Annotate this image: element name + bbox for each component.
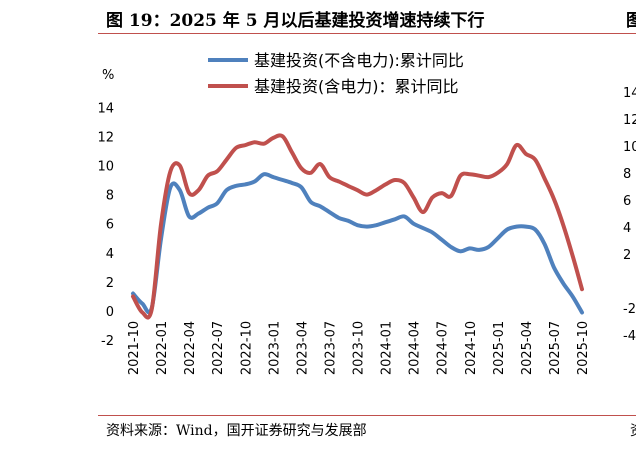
x-tick-label: 2024-01 <box>380 321 395 375</box>
legend-label-2: 基建投资(含电力)：累计同比 <box>254 77 459 96</box>
x-tick-label: 2025-07 <box>548 321 563 375</box>
right-panel-tick-label: 4 <box>623 221 631 236</box>
x-tick-label: 2025-01 <box>492 321 507 375</box>
figure-title: 图 19：2025 年 5 月以后基建投资增速持续下行 <box>106 11 485 31</box>
x-tick-label: 2021-10 <box>127 321 142 375</box>
series-line-1 <box>131 172 584 315</box>
legend-label-1: 基建投资(不含电力):累计同比 <box>254 51 464 70</box>
y-tick-label: 10 <box>97 160 114 175</box>
right-panel-tick-label: 2 <box>623 248 631 263</box>
x-tick-label: 2023-01 <box>267 321 282 375</box>
series-line-2 <box>131 133 584 320</box>
y-tick-label: 14 <box>97 101 114 116</box>
right-panel-tick-label: 14 <box>623 86 636 101</box>
x-tick-label: 2023-07 <box>323 321 338 375</box>
source-note: 资料来源：Wind，国开证券研究与发展部 <box>106 423 367 439</box>
y-tick-label: 8 <box>106 189 114 204</box>
right-panel-fragment: 14 12 10 8 6 4 2 -2 -4 <box>623 86 636 344</box>
x-tick-label: 2022-01 <box>155 321 170 375</box>
right-panel-tick-label: -4 <box>623 329 636 344</box>
right-panel-tick-label: 10 <box>623 140 636 155</box>
x-tick-label: 2023-04 <box>295 321 310 375</box>
x-tick-label: 2024-04 <box>408 321 423 375</box>
x-tick-label: 2022-04 <box>183 321 198 375</box>
right-panel-tick-label: 6 <box>623 194 631 209</box>
y-tick-label: -2 <box>101 334 114 349</box>
x-tick-label: 2022-07 <box>211 321 226 375</box>
y-axis: % -2 0 2 4 6 8 10 12 14 <box>97 68 114 349</box>
title-divider <box>98 33 636 34</box>
y-tick-label: 12 <box>97 130 114 145</box>
y-axis-unit-label: % <box>102 68 114 83</box>
x-tick-label: 2025-04 <box>520 321 535 375</box>
series-layer <box>131 133 584 320</box>
x-tick-label: 2024-10 <box>464 321 479 375</box>
y-tick-label: 6 <box>106 218 114 233</box>
x-tick-label: 2025-10 <box>576 321 591 375</box>
source-note-right-fragment: 资 <box>630 420 636 440</box>
right-panel-tick-label: -2 <box>623 302 636 317</box>
y-tick-label: 0 <box>106 305 114 320</box>
y-tick-label: 2 <box>106 276 114 291</box>
figure-title-right-fragment: 图 <box>626 11 636 31</box>
x-tick-label: 2024-07 <box>436 321 451 375</box>
x-tick-label: 2023-10 <box>352 321 367 375</box>
x-axis: 2021-10 2022-01 2022-04 2022-07 2022-10 2023-… <box>127 321 591 375</box>
right-panel-tick-label: 8 <box>623 167 631 182</box>
source-divider <box>98 415 636 416</box>
right-panel-tick-label: 12 <box>623 113 636 128</box>
y-tick-label: 4 <box>106 247 114 262</box>
x-tick-label: 2022-10 <box>239 321 254 375</box>
